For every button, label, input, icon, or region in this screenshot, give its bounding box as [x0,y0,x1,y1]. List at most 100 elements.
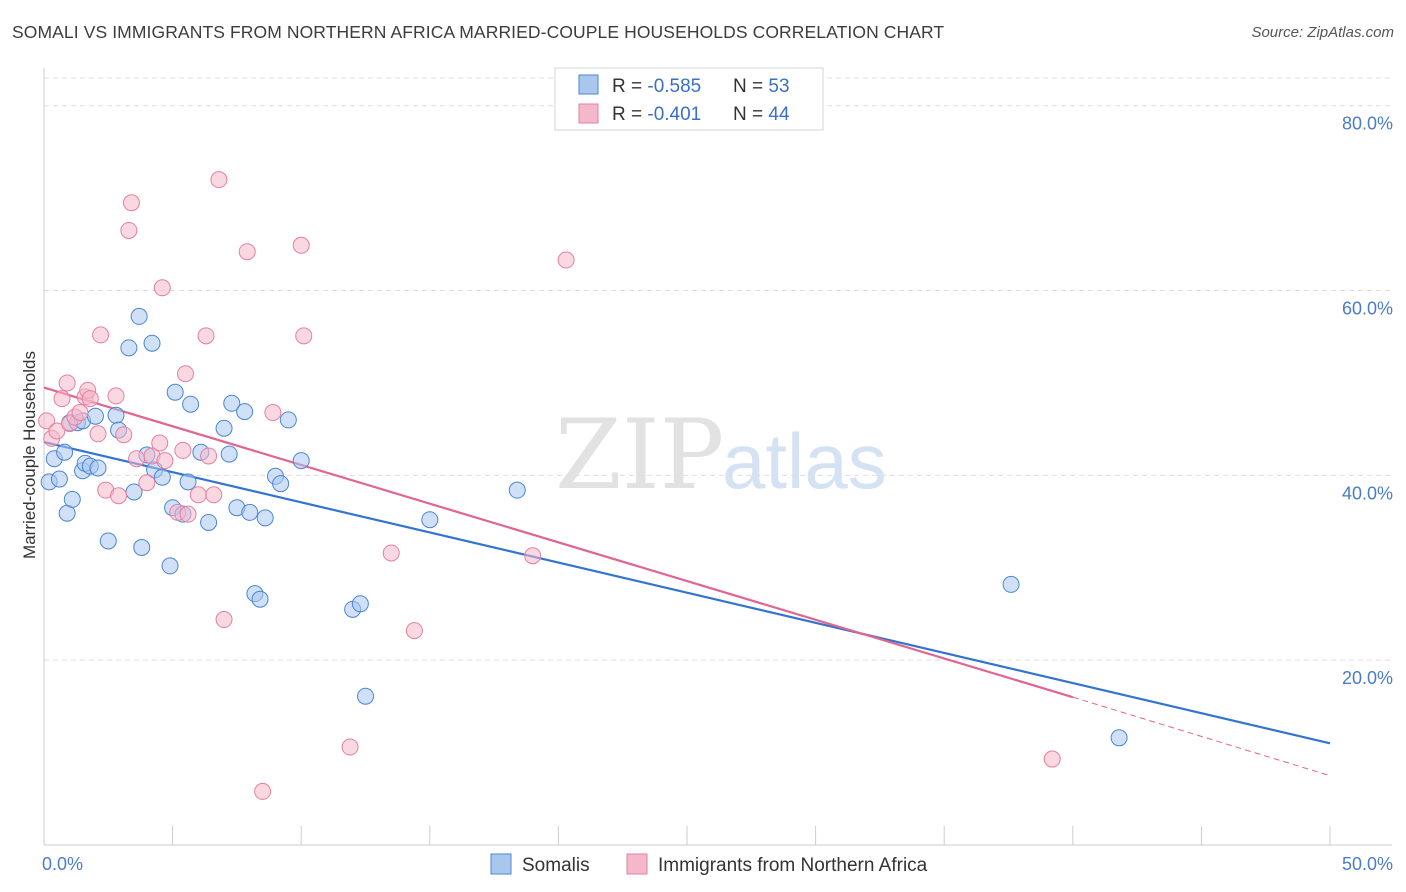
somalis-point-12 [86,407,104,425]
somalis-point-33 [215,419,233,437]
stats-legend: R = -0.585 N = 53 R = -0.401 N = 44 [554,67,824,131]
somalis-point-13 [89,459,107,477]
series-legend: Somalis Immigrants from Northern Africa [490,853,928,876]
legend-n-label-1: N = [733,76,768,97]
africa-point-34 [215,611,233,629]
africa-point-17 [120,221,138,239]
legend-r-value-2: -0.401 [647,104,701,125]
somalis-point-44 [279,411,297,429]
africa-point-11 [89,425,107,443]
somalis-point-52 [1110,729,1128,747]
somalis-point-29 [179,473,197,491]
africa-point-14 [107,387,125,405]
legend-r-label-2: R = [612,104,647,125]
legend-swatch-africa [578,103,599,124]
africa-point-2 [48,422,66,440]
africa-point-43 [524,547,542,565]
somalis-point-24 [153,468,171,486]
somalis-point-50 [508,481,526,499]
legend-n-label-2: N = [733,104,768,125]
africa-point-4 [58,374,76,392]
legend-r-value-1: -0.585 [647,76,701,97]
africa-point-32 [205,486,223,504]
svg-text:N = 53: N = 53 [733,76,790,97]
somalis-point-49 [421,511,439,529]
data-points [38,171,1128,800]
africa-point-31 [200,447,218,465]
somalis-point-30 [182,395,200,413]
somalis-point-17 [120,339,138,357]
legend-swatch-somalis [578,74,599,95]
africa-point-27 [176,365,194,383]
somalis-point-14 [99,532,117,550]
africa-point-37 [264,404,282,422]
trend-lines [43,386,1331,777]
somalis-point-15 [107,406,125,424]
somalis-point-35 [223,394,241,412]
somalis-point-3 [56,443,74,461]
chart-source: Source: ZipAtlas.com [1251,24,1394,41]
africa-point-12 [92,326,110,344]
y-tick-label-40: 40.0% [1342,483,1393,503]
somalis-point-45 [292,452,310,470]
africa-point-0 [38,412,56,430]
somalis-point-6 [63,490,81,508]
somalis-point-32 [200,513,218,531]
somalis-point-51 [1002,575,1020,593]
series-legend-swatch-somalis [490,853,512,875]
somalis-point-38 [241,503,259,521]
somalis-point-20 [133,538,151,556]
africa-point-28 [179,505,197,523]
series-legend-label-africa: Immigrants from Northern Africa [658,855,928,876]
svg-text:R = -0.401: R = -0.401 [612,104,701,125]
africa-point-7 [71,404,89,422]
somalis-point-43 [272,475,290,493]
x-tick-label-max: 50.0% [1342,854,1393,874]
somalis-point-40 [251,590,269,608]
svg-text:R = -0.585: R = -0.585 [612,76,701,97]
legend-n-value-1: 53 [768,76,789,97]
africa-point-38 [292,236,310,254]
somalis-trend-line [43,441,1331,745]
y-tick-label-20: 20.0% [1342,668,1393,688]
africa-point-22 [151,434,169,452]
series-legend-label-somalis: Somalis [522,855,590,876]
somalis-point-41 [256,509,274,527]
africa-point-3 [53,390,71,408]
y-axis-label: Married-couple Households [20,351,39,559]
africa-point-16 [115,426,133,444]
somalis-point-34 [220,445,238,463]
africa-point-18 [122,194,140,212]
chart-title: SOMALI VS IMMIGRANTS FROM NORTHERN AFRIC… [12,22,945,42]
series-legend-swatch-africa [626,853,648,875]
africa-point-36 [254,782,272,800]
africa-point-40 [341,738,359,756]
somalis-point-47 [351,595,369,613]
africa-point-19 [128,450,146,468]
africa-point-23 [153,279,171,297]
grid-lines [44,77,1392,661]
somalis-point-2 [50,470,68,488]
africa-point-35 [238,243,256,261]
africa-trend-line [43,386,1074,699]
somalis-point-27 [166,383,184,401]
legend-n-value-2: 44 [768,104,790,125]
axes [43,68,1392,846]
x-tick-label-min: 0.0% [42,854,83,874]
africa-point-15 [110,487,128,505]
somalis-point-37 [236,403,254,421]
africa-point-45 [1043,750,1061,768]
somalis-point-19 [130,307,148,325]
somalis-point-48 [357,687,374,705]
africa-point-24 [156,452,174,470]
somalis-point-22 [143,334,161,352]
africa-point-20 [138,474,156,492]
somalis-point-25 [161,557,179,575]
watermark-atlas: atlas [722,417,887,505]
africa-point-42 [405,622,423,640]
africa-point-10 [81,390,99,408]
africa-point-39 [295,327,313,345]
watermark-zip: ZIP [555,399,724,511]
africa-point-26 [174,441,192,459]
